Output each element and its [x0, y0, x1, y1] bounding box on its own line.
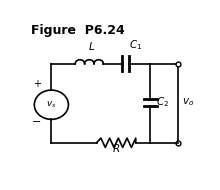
Text: $v_o$: $v_o$: [183, 97, 195, 108]
Text: $v_s$: $v_s$: [46, 100, 57, 110]
Text: $C_1$: $C_1$: [129, 38, 142, 52]
Text: +: +: [33, 79, 41, 89]
Text: $R$: $R$: [112, 142, 120, 154]
Text: −: −: [32, 117, 42, 127]
Text: Figure  P6.24: Figure P6.24: [31, 24, 125, 37]
Text: $L$: $L$: [88, 40, 95, 52]
Text: $C_2$: $C_2$: [156, 96, 169, 109]
